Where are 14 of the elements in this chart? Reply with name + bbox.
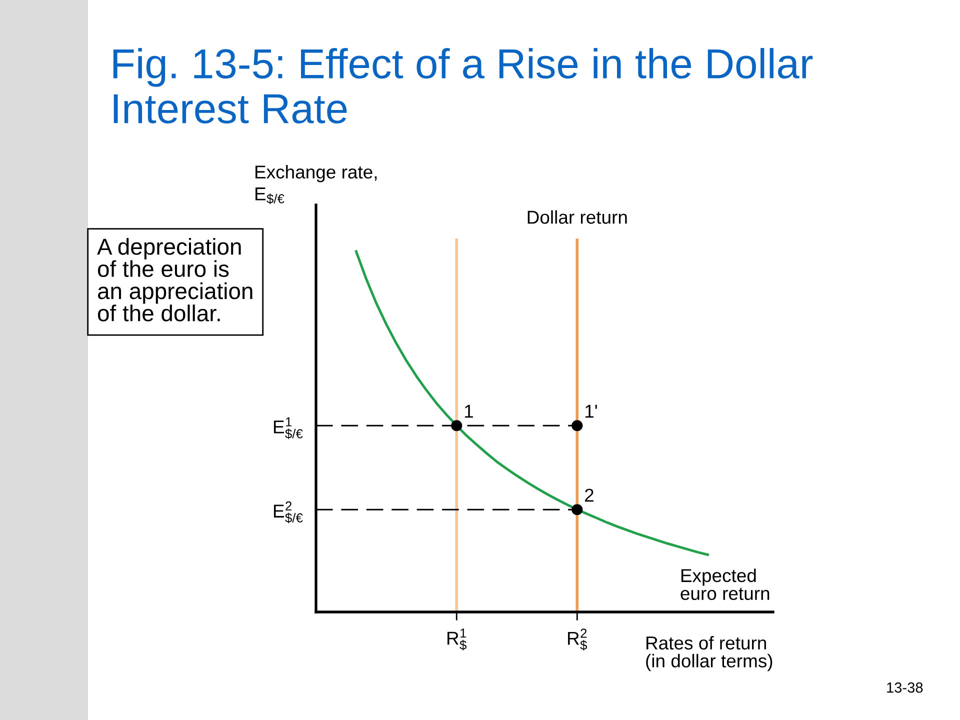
annotation: 1 [464, 404, 473, 418]
x-tick-label: R$^{2}$$_{$}$ [568, 628, 588, 650]
chart-title: Fig. 13-5: Effect of a Rise in the Dollar Interest Rate [113, 48, 813, 124]
ref-line-label: Dollar return [528, 210, 627, 224]
text: A depreciation of the euro is an appreciation of the dollar. [97, 238, 252, 322]
series-label: Expected euro return [680, 568, 770, 600]
annotation: 2 [585, 488, 594, 502]
x-axis-title: Rates of return (in dollar terms) [646, 636, 772, 672]
annotation: 1' [585, 404, 597, 418]
y-axis-title: Exchange rate, E$_{$/€}$ [256, 165, 377, 204]
series-label: E$^{1}$$_{$/€}$ [274, 417, 303, 440]
text: 13-38 [887, 682, 923, 693]
series-label: E$^{2}$$_{$/€}$ [274, 501, 303, 524]
x-tick-label: R$^{1}$$_{$}$ [448, 628, 466, 650]
